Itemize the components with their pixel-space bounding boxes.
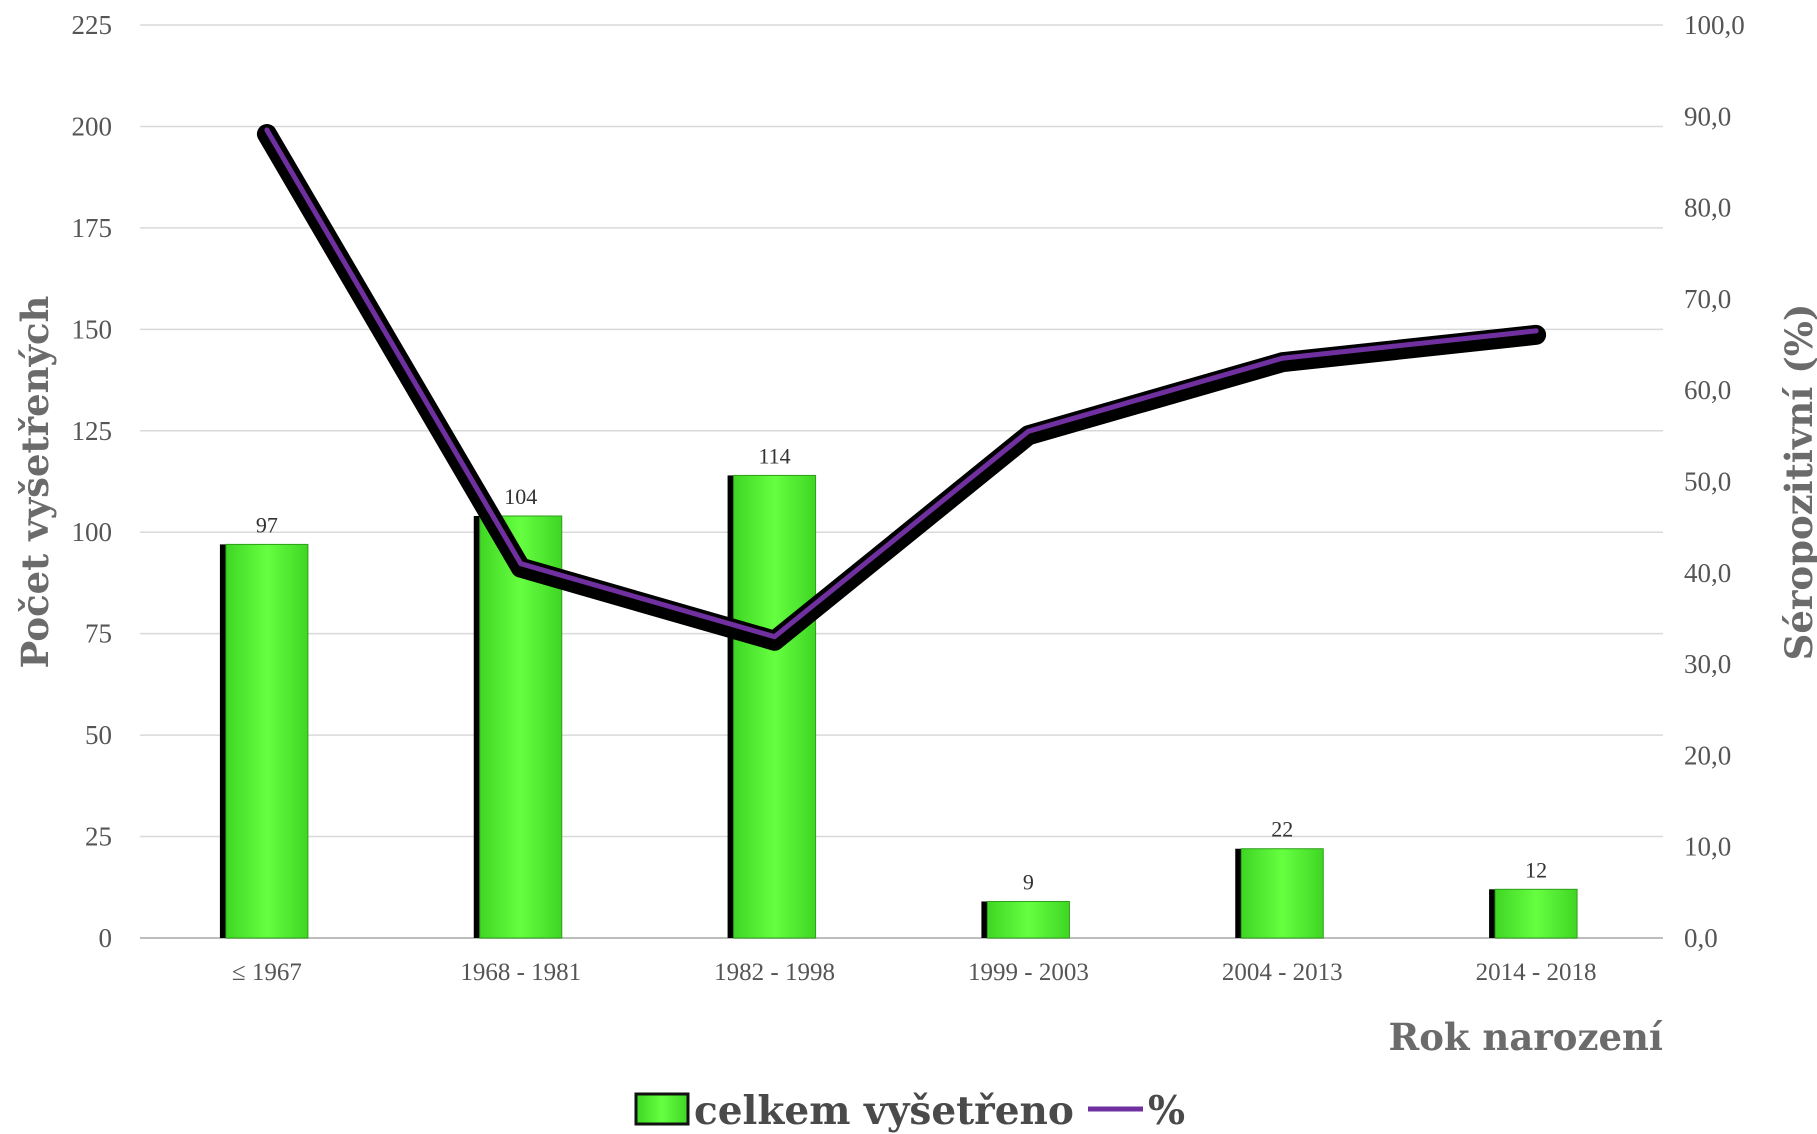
legend: celkem vyšetřeno % (634, 1088, 1185, 1134)
y2-tick-label: 80,0 (1684, 193, 1731, 223)
y2-tick-label: 60,0 (1684, 375, 1731, 405)
x-axis-title: Rok narození (1388, 1015, 1663, 1059)
bar (986, 900, 1070, 939)
y-tick-label: 125 (72, 416, 113, 446)
y-tick-label: 200 (72, 111, 113, 141)
left-axis-ticks: 0 25 50 75 100 125 150 175 200 225 (72, 10, 113, 953)
y2-tick-label: 40,0 (1684, 558, 1731, 588)
right-axis-ticks: 0,0 10,0 20,0 30,0 40,0 50,0 60,0 70,0 80,0 90,0 1… (1684, 10, 1745, 953)
line-point (518, 561, 524, 567)
y2-tick-label: 50,0 (1684, 467, 1731, 497)
line-point (264, 127, 270, 133)
bar (1240, 848, 1324, 939)
legend-bar-swatch (634, 1092, 690, 1126)
y-tick-label: 50 (85, 720, 112, 750)
bar-shadow (981, 901, 988, 938)
y2-tick-label: 70,0 (1684, 284, 1731, 314)
y-tick-label: 75 (85, 619, 112, 649)
bar (733, 474, 817, 939)
x-axis-ticks: ≤ 1967 1968 - 1981 1982 - 1998 1999 - 2003 2… (232, 959, 1597, 986)
y2-tick-label: 100,0 (1684, 10, 1745, 40)
line-point (1279, 355, 1285, 361)
line-point (1025, 428, 1031, 434)
y-tick-label: 175 (72, 213, 113, 243)
bar (1494, 888, 1578, 939)
y2-tick-label: 10,0 (1684, 832, 1731, 862)
bar (225, 543, 309, 939)
line-point (1533, 328, 1539, 334)
y-tick-label: 150 (72, 314, 113, 344)
line-percent (264, 127, 1539, 640)
line-point (772, 634, 778, 640)
bar-data-label: 9 (1023, 869, 1034, 894)
x-tick-label: 1999 - 2003 (968, 959, 1089, 986)
y-tick-label: 25 (85, 822, 112, 852)
line-shadow (256, 123, 1547, 651)
bar-shadow (219, 544, 226, 938)
legend-bar-label: celkem vyšetřeno (694, 1088, 1074, 1134)
bar-data-label: 97 (256, 512, 278, 537)
x-tick-label: 2014 - 2018 (1476, 959, 1597, 986)
y2-tick-label: 0,0 (1684, 923, 1718, 953)
bar-data-label: 22 (1271, 817, 1293, 842)
y2-tick-label: 30,0 (1684, 649, 1731, 679)
bar-series (219, 474, 1578, 939)
bar-shadow (1235, 848, 1242, 938)
bar-shadow (727, 475, 734, 938)
y-tick-label: 0 (99, 923, 113, 953)
legend-line-label: % (1148, 1088, 1185, 1134)
data-labels: 97 104 114 9 22 12 (256, 443, 1547, 894)
bar-data-label: 114 (758, 443, 790, 468)
y2-axis-title: Séropozitivní (%) (1777, 304, 1817, 661)
x-tick-label: ≤ 1967 (232, 959, 302, 986)
y-tick-label: 225 (72, 10, 113, 40)
bar (479, 515, 563, 939)
gridlines (140, 24, 1663, 939)
y-tick-label: 100 (72, 517, 113, 547)
bar-data-label: 12 (1525, 857, 1547, 882)
line-series (256, 123, 1547, 651)
x-tick-label: 1982 - 1998 (714, 959, 835, 986)
x-tick-label: 2004 - 2013 (1222, 959, 1343, 986)
x-tick-label: 1968 - 1981 (460, 959, 581, 986)
bar-data-label: 104 (504, 484, 537, 509)
bar-shadow (473, 515, 480, 938)
y2-tick-label: 20,0 (1684, 740, 1731, 770)
y2-tick-label: 90,0 (1684, 101, 1731, 131)
y-axis-title: Počet vyšetřených (13, 295, 57, 668)
bar-shadow (1489, 889, 1496, 938)
